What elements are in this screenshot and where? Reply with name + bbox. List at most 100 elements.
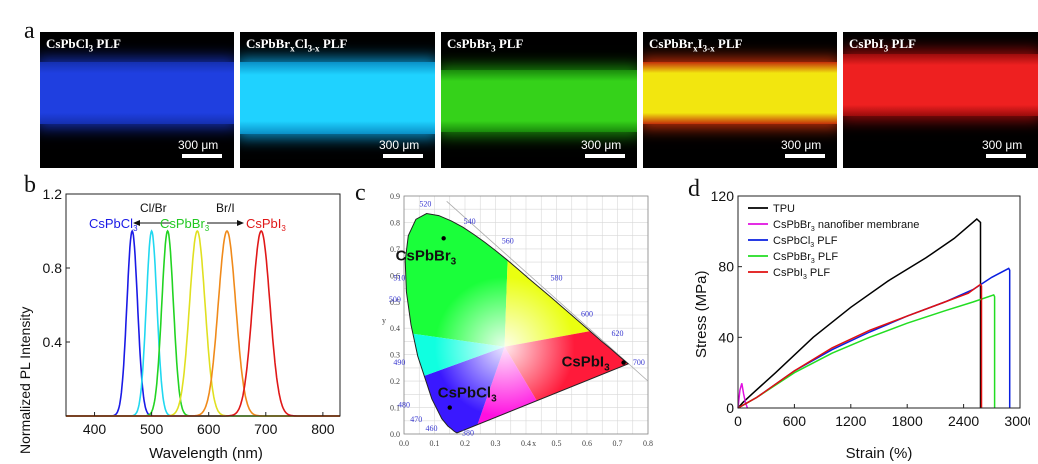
fiber-band [843,54,1038,116]
wavelength-mark: 520 [419,200,431,209]
chromaticity-label: CsPbI3 [562,354,611,374]
fiber-caption: CsPbCl3 PLF [46,36,121,54]
y-tick-label: 0.8 [43,260,63,276]
scale-bar [585,154,625,158]
scale-bar-label: 300 μm [581,138,622,152]
label-cspbcl3: CsPbCl3 [89,216,138,233]
annot-clbr-arrowhead [133,220,140,226]
x-tick-label: 600 [197,421,221,437]
pl-curve [66,230,340,417]
y-tick-label: 0 [726,400,734,416]
scale-bar-label: 300 μm [982,138,1023,152]
fiber-photo: CsPbBr3 PLF 300 μm [441,32,637,168]
legend-label: CsPbBr3 nanofiber membrane [773,219,919,233]
chromaticity-label: CsPbCl3 [438,385,497,405]
x-tick-label: 400 [83,421,107,437]
wavelength-mark: 490 [393,358,405,367]
panel-b-xlabel: Wavelength (nm) [149,445,263,462]
pl-curve [66,230,340,417]
panel-d-xlabel: Strain (%) [846,445,913,462]
y-tick-label: 120 [711,188,735,204]
annot-bri: Br/I [216,201,235,215]
x-tick-label: 700 [254,421,278,437]
y-tick-label: 1.2 [43,186,63,202]
fiber-caption: CsPbBr3 PLF [447,36,524,54]
stress-strain-curve [737,293,996,409]
wavelength-mark: 560 [502,237,514,246]
fiber-photo: CsPbBrxI3-x PLF 300 μm [643,32,837,168]
y-tick-label: 0.1 [390,404,400,413]
fiber-photo: CsPbCl3 PLF 300 μm [40,32,234,168]
legend-label: CsPbI3 PLF [773,267,830,281]
panel-b-pl-chart: 400 500 600 700 800 0.4 0.8 1.2 Normalized PL I… [17,186,341,462]
pl-curve [66,229,340,417]
fiber-band [643,62,837,124]
y-tick-label: 0.4 [43,334,63,350]
y-tick-label: 0.8 [390,218,400,227]
label-cspbbr3: CsPbBr3 [160,216,210,233]
x-tick-label: 0.4 [521,439,531,448]
panel-c-letter: c [355,180,366,206]
wavelength-mark: 460 [425,424,437,433]
chromaticity-point [447,405,452,410]
scale-bar [383,154,423,158]
panel-d-letter: d [688,176,700,202]
panel-a-letter: a [24,18,35,44]
panel-b-ylabel: Normalized PL Intensity [17,307,33,454]
x-tick-label: 0 [734,413,742,429]
fiber-caption: CsPbI3 PLF [849,36,916,54]
fiber-photo: CsPbI3 PLF 300 μm [843,32,1038,168]
x-tick-label: 1200 [835,413,866,429]
legend-label: TPU [773,203,795,215]
wavelength-mark: 470 [410,415,422,424]
y-tick-label: 0.6 [390,271,400,280]
x-tick-label: 500 [140,421,164,437]
chromaticity-point [621,360,626,365]
pl-curve [66,229,340,417]
scale-bar [986,154,1026,158]
x-tick-label: 0.6 [582,439,592,448]
scale-bar-label: 300 μm [379,138,420,152]
y-tick-label: 40 [718,329,734,345]
cie-frame [403,195,649,435]
chromaticity-label: CsPbBr3 [396,247,457,267]
x-tick-label: 1800 [892,413,923,429]
fiber-band [40,62,234,124]
label-cspbi3: CsPbI3 [246,216,286,233]
panel-b-letter: b [24,172,36,198]
stress-strain-curve [737,267,1011,409]
wavelength-mark: 500 [389,295,401,304]
fiber-caption: CsPbBrxCl3-x PLF [246,36,348,54]
pl-curve [66,229,340,417]
x-axis-letter: x [532,439,536,448]
wavelength-mark: 600 [581,309,593,318]
fiber-band [240,62,435,134]
scale-bar-label: 300 μm [781,138,822,152]
scale-bar-label: 300 μm [178,138,219,152]
scale-bar [182,154,222,158]
y-tick-label: 0.5 [390,298,400,307]
cie-diagonal [446,200,649,382]
x-tick-label: 0.1 [430,439,440,448]
annot-clbr: Cl/Br [140,201,167,215]
wavelength-mark: 580 [551,274,563,283]
y-tick-label: 0.3 [390,351,400,360]
wavelength-mark: 480 [398,401,410,410]
y-axis-letter: y [382,316,386,325]
y-tick-label: 80 [718,259,734,275]
x-tick-label: 0.8 [643,439,653,448]
legend-label: CsPbCl3 PLF [773,235,838,249]
wavelength-mark: 540 [464,217,476,226]
fiber-caption: CsPbBrxI3-x PLF [649,36,743,54]
legend-label: CsPbBr3 PLF [773,251,838,265]
wavelength-mark: 700 [633,358,645,367]
wavelength-mark: 380 [462,428,474,437]
fiber-band [441,70,637,132]
pl-curve [66,229,340,417]
x-tick-label: 0.7 [613,439,623,448]
x-tick-label: 600 [783,413,807,429]
chromaticity-point [441,236,446,241]
wavelength-mark: 510 [393,274,405,283]
